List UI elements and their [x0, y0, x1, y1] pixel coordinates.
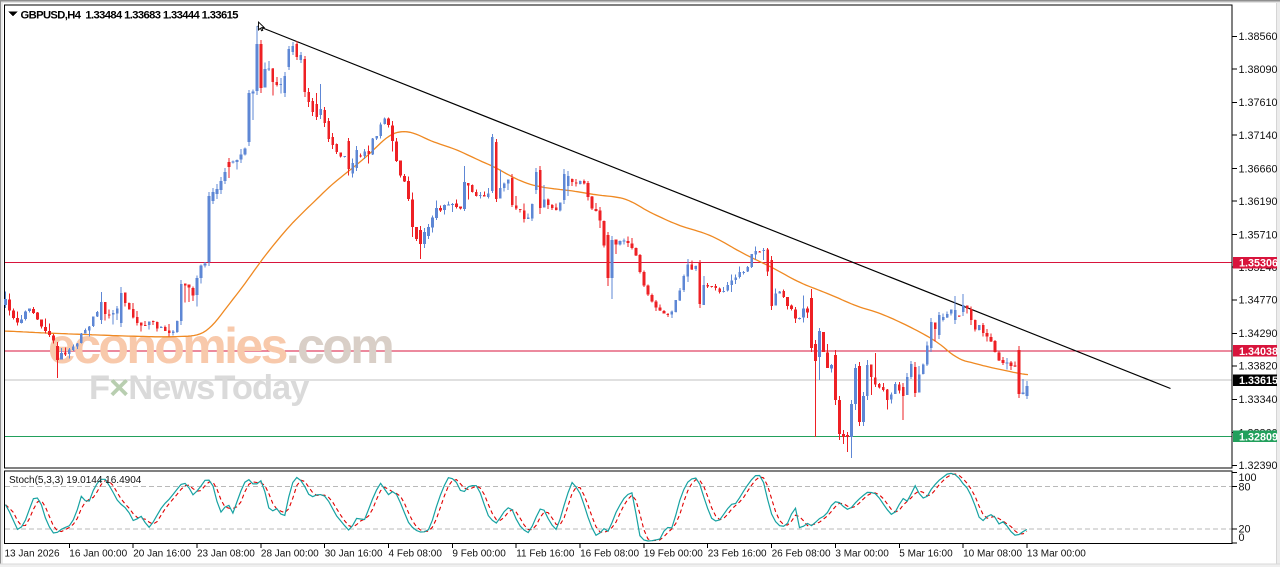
svg-text:26 Feb 08:00: 26 Feb 08:00	[772, 549, 831, 560]
svg-text:1.37610: 1.37610	[1239, 97, 1278, 109]
svg-text:1.35710: 1.35710	[1239, 229, 1278, 241]
svg-text:1.36190: 1.36190	[1239, 196, 1278, 208]
svg-text:3 Mar 00:00: 3 Mar 00:00	[835, 549, 889, 560]
svg-text:1.34038: 1.34038	[1239, 346, 1278, 358]
svg-text:1.33615: 1.33615	[1239, 375, 1278, 387]
svg-text:F×NewsToday: F×NewsToday	[89, 369, 309, 407]
svg-text:5 Mar 16:00: 5 Mar 16:00	[899, 549, 953, 560]
svg-text:economies.com: economies.com	[48, 318, 392, 374]
svg-text:Stoch(5,3,3) 19.0144 16.4904: Stoch(5,3,3) 19.0144 16.4904	[9, 475, 142, 486]
svg-text:16 Jan 00:00: 16 Jan 00:00	[69, 549, 127, 560]
svg-text:1.36660: 1.36660	[1239, 163, 1278, 175]
svg-text:10 Mar 08:00: 10 Mar 08:00	[963, 549, 1022, 560]
svg-text:1.32809: 1.32809	[1239, 431, 1278, 443]
svg-text:4 Feb 08:00: 4 Feb 08:00	[389, 549, 443, 560]
svg-text:1.32390: 1.32390	[1239, 460, 1278, 472]
svg-text:28 Jan 00:00: 28 Jan 00:00	[261, 549, 319, 560]
svg-text:100: 100	[1239, 472, 1257, 484]
svg-text:1.34770: 1.34770	[1239, 295, 1278, 307]
svg-text:11 Feb 16:00: 11 Feb 16:00	[516, 549, 575, 560]
svg-text:20 Jan 16:00: 20 Jan 16:00	[133, 549, 191, 560]
svg-text:23 Feb 16:00: 23 Feb 16:00	[708, 549, 767, 560]
svg-text:23 Jan 08:00: 23 Jan 08:00	[197, 549, 255, 560]
svg-text:20: 20	[1239, 524, 1251, 536]
svg-text:1.37140: 1.37140	[1239, 130, 1278, 142]
svg-text:1.34290: 1.34290	[1239, 328, 1278, 340]
svg-text:1.38560: 1.38560	[1239, 31, 1278, 43]
svg-text:16 Feb 08:00: 16 Feb 08:00	[580, 549, 639, 560]
svg-text:1.33340: 1.33340	[1239, 394, 1278, 406]
svg-text:1.38090: 1.38090	[1239, 64, 1278, 76]
svg-text:19 Feb 00:00: 19 Feb 00:00	[644, 549, 703, 560]
svg-text:1.33820: 1.33820	[1239, 361, 1278, 373]
svg-text:13 Mar 00:00: 13 Mar 00:00	[1027, 549, 1086, 560]
svg-text:0: 0	[1239, 532, 1245, 544]
svg-text:9 Feb 00:00: 9 Feb 00:00	[452, 549, 506, 560]
svg-text:13 Jan 2026: 13 Jan 2026	[5, 549, 60, 560]
svg-text:GBPUSD,H4 1.33484 1.33683 1.3: GBPUSD,H4 1.33484 1.33683 1.33444 1.3361…	[21, 10, 239, 22]
svg-text:30 Jan 16:00: 30 Jan 16:00	[325, 549, 383, 560]
svg-text:80: 80	[1239, 481, 1251, 493]
svg-text:1.35306: 1.35306	[1239, 258, 1278, 270]
